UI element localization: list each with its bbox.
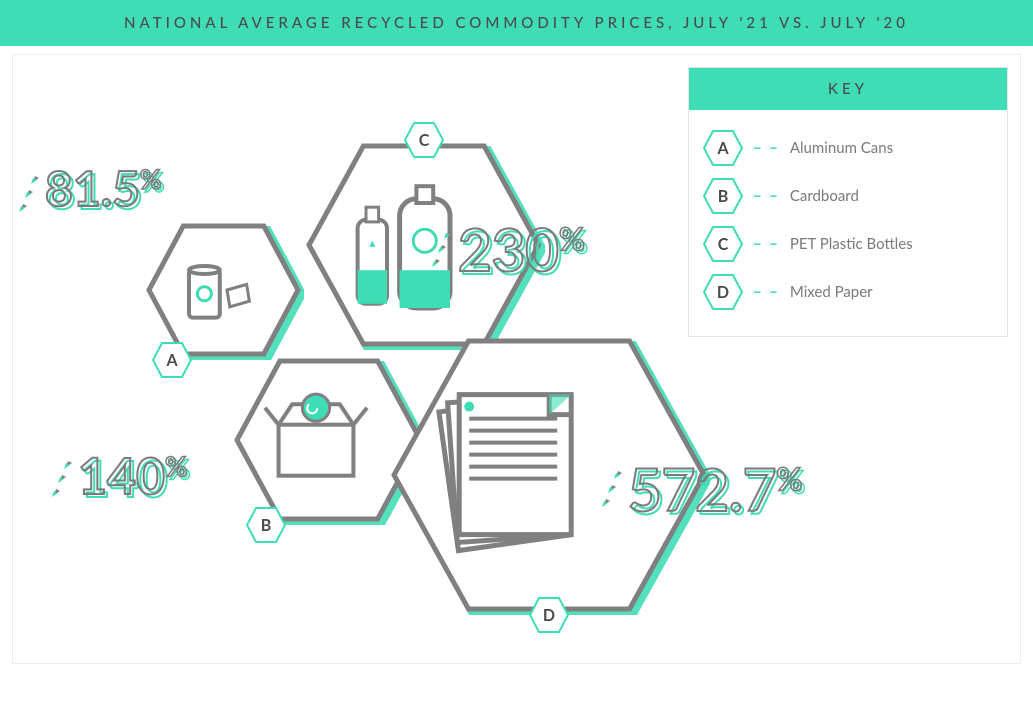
hex-letter-badge: A	[152, 342, 192, 378]
legend-header: KEY	[689, 68, 1007, 110]
legend-item: D – – Mixed Paper	[703, 268, 993, 316]
page-title: NATIONAL AVERAGE RECYCLED COMMODITY PRIC…	[124, 14, 909, 32]
svg-text:C: C	[418, 131, 429, 150]
hex-cell-a: A	[143, 220, 304, 360]
svg-text:A: A	[165, 351, 178, 370]
hex-letter-badge: C	[404, 122, 444, 158]
legend-item: C – – PET Plastic Bottles	[703, 220, 993, 268]
hexagon-letter-icon: B	[703, 178, 743, 214]
legend-dash-icon: – –	[753, 187, 780, 205]
hexagon-letter-icon: D	[529, 597, 569, 633]
legend-label: Mixed Paper	[790, 283, 873, 301]
paper-icon	[439, 395, 571, 551]
legend-item: A – – Aluminum Cans	[703, 124, 993, 172]
infographic-canvas: A B	[12, 54, 1021, 664]
svg-text:A: A	[716, 139, 729, 158]
svg-text:B: B	[718, 187, 729, 206]
hexagon-letter-icon: A	[152, 342, 192, 378]
percent-label-d: 572.7% 572.7%	[628, 455, 802, 524]
hexagon-letter-icon: B	[246, 507, 286, 543]
hexagon-letter-icon: A	[703, 130, 743, 166]
legend-dash-icon: – –	[753, 235, 780, 253]
hexagon-letter-icon: C	[703, 226, 743, 262]
arrow-ticks-icon	[430, 225, 458, 271]
legend-label: Cardboard	[790, 187, 859, 205]
arrow-ticks-icon	[17, 170, 45, 216]
svg-text:B: B	[261, 516, 272, 535]
hexagon-icon	[143, 220, 304, 360]
title-bar: NATIONAL AVERAGE RECYCLED COMMODITY PRIC…	[0, 0, 1033, 46]
svg-text:D: D	[543, 606, 555, 625]
percent-label-a: 81.5% 81.5%	[45, 160, 162, 217]
hex-letter-badge: B	[246, 507, 286, 543]
hexagon-letter-icon: D	[703, 274, 743, 310]
hexagon-letter-icon: C	[404, 122, 444, 158]
hex-letter-badge: D	[529, 597, 569, 633]
legend-list: A – – Aluminum Cans B – – Cardboard C – …	[689, 110, 1007, 336]
percent-label-b: 140% 140%	[78, 445, 188, 505]
legend-item: B – – Cardboard	[703, 172, 993, 220]
legend-dash-icon: – –	[753, 139, 780, 157]
arrow-ticks-icon	[600, 465, 628, 511]
arrow-ticks-icon	[50, 455, 78, 501]
svg-text:C: C	[718, 235, 729, 254]
legend-dash-icon: – –	[753, 283, 780, 301]
svg-text:D: D	[717, 283, 729, 302]
legend: KEY A – – Aluminum Cans B – – Cardboard …	[688, 67, 1008, 337]
legend-label: PET Plastic Bottles	[790, 235, 913, 253]
percent-label-c: 230% 230%	[458, 215, 585, 284]
legend-label: Aluminum Cans	[790, 139, 893, 157]
